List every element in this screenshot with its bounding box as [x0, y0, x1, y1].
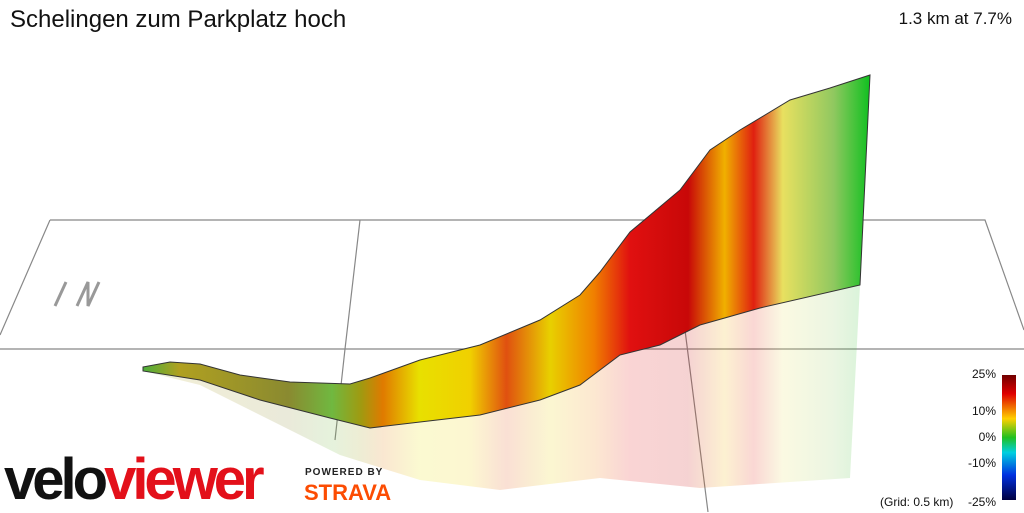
profile-wall	[142, 74, 871, 429]
grid-note: (Grid: 0.5 km)	[880, 495, 954, 509]
legend-label: 25%	[971, 367, 996, 381]
legend-label: -25%	[967, 495, 996, 509]
logo: veloviewer	[4, 446, 265, 513]
summary: 1.3 km at 7.7%	[898, 9, 1012, 28]
legend-label: 10%	[971, 404, 996, 418]
legend-label: -10%	[967, 456, 996, 470]
compass-icon	[53, 281, 101, 307]
strava-logo: STRAVA	[304, 480, 392, 505]
logo-part: velo	[4, 447, 108, 512]
title: Schelingen zum Parkplatz hoch	[10, 6, 347, 33]
logo-part: viewer	[104, 447, 265, 512]
gradient-colorbar	[1002, 375, 1016, 500]
powered-by: POWERED BY	[305, 467, 384, 478]
legend-label: 0%	[978, 430, 996, 444]
profile-reflection	[143, 285, 860, 490]
